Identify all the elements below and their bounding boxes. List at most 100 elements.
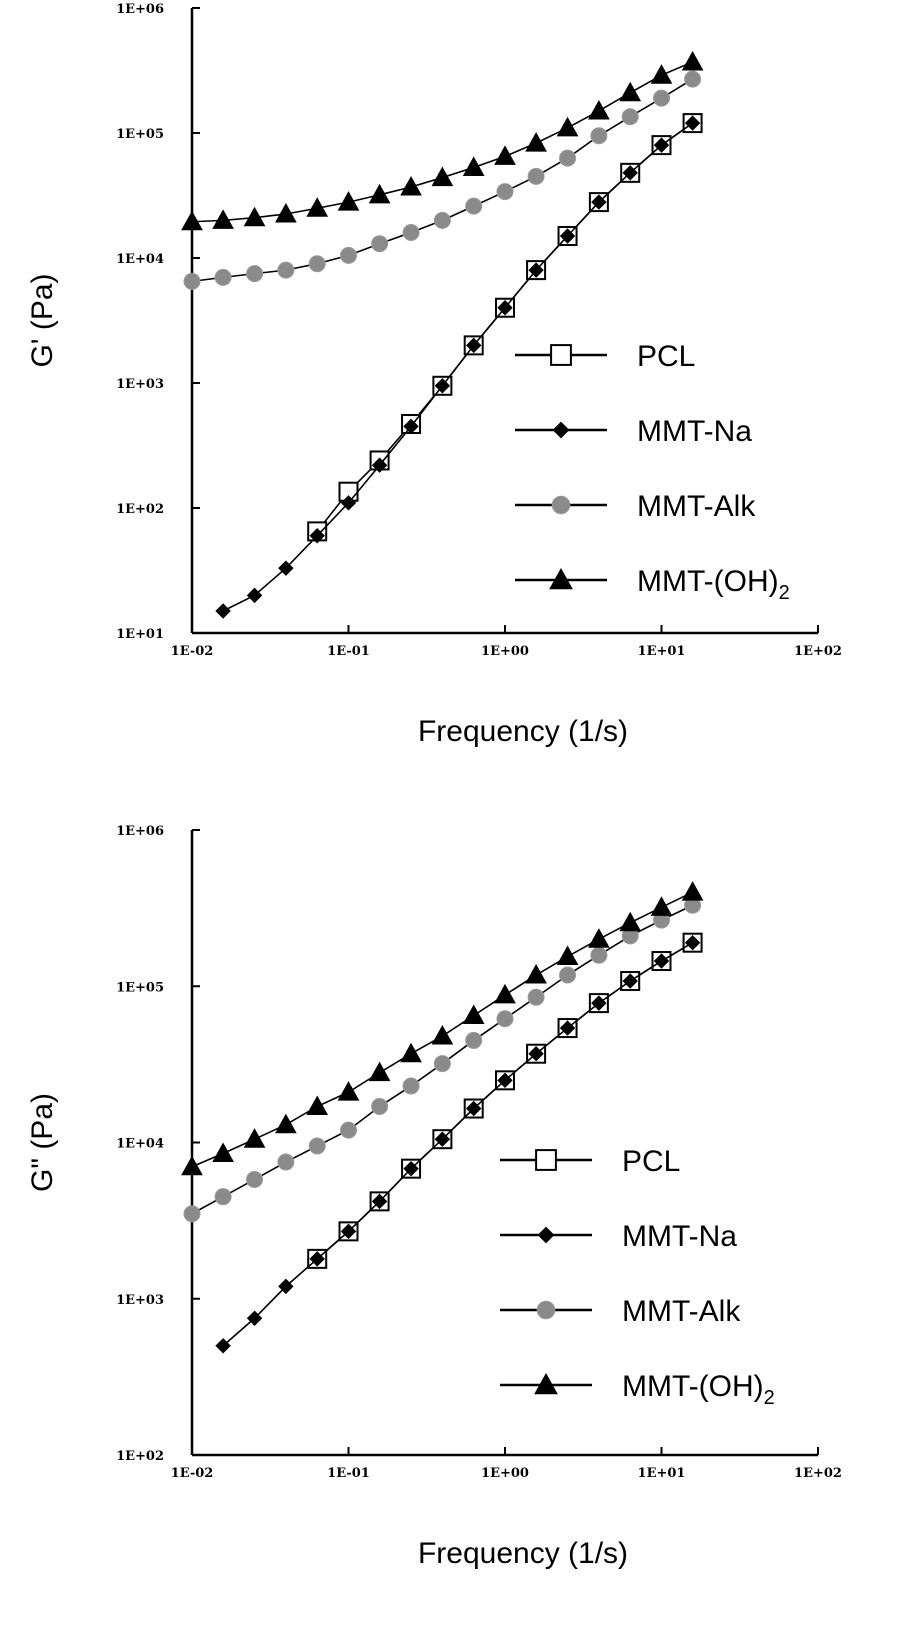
data-point [243, 1128, 266, 1148]
data-point [525, 132, 547, 152]
data-point [402, 1077, 420, 1095]
legend-marker [550, 344, 572, 366]
data-point [684, 934, 701, 951]
legend-marker [551, 495, 571, 515]
data-point [653, 137, 670, 153]
data-point [308, 255, 326, 273]
legend-label: MMT-Alk [622, 1295, 741, 1328]
legend-marker [537, 1226, 555, 1244]
x-tick-label: 1E-02 [171, 1466, 214, 1481]
data-point [527, 988, 545, 1006]
data-point [496, 183, 514, 201]
data-point [214, 1188, 232, 1206]
data-point [528, 1046, 544, 1062]
data-point [340, 1223, 357, 1240]
series-open-square [307, 932, 703, 1269]
data-point [431, 1025, 454, 1045]
x-tick-label: 1E+00 [481, 1466, 529, 1481]
x-axis-title: Frequency (1/s) [418, 715, 628, 748]
data-point [496, 1010, 514, 1028]
data-point [337, 191, 360, 211]
y-axis-title: G" (Pa) [26, 1093, 59, 1192]
legend-marker [534, 1372, 558, 1395]
data-point [215, 603, 231, 619]
series-line [222, 122, 694, 612]
data-point [527, 167, 545, 185]
data-point [434, 378, 451, 394]
legend-marker [552, 421, 570, 439]
x-tick-label: 1E+00 [481, 644, 529, 659]
data-point [246, 1170, 264, 1188]
y-tick-label: 1E+05 [116, 980, 164, 995]
data-point [371, 457, 388, 473]
data-point [653, 953, 670, 969]
x-tick-label: 1E-01 [327, 1466, 370, 1481]
data-point [306, 197, 329, 217]
data-point [371, 235, 389, 253]
data-point [246, 1310, 263, 1326]
data-point [650, 64, 673, 84]
data-point [684, 70, 702, 88]
data-point [246, 587, 263, 604]
data-point [591, 194, 607, 210]
data-point [559, 966, 577, 984]
data-point [559, 149, 577, 167]
data-point [275, 202, 297, 223]
y-tick-label: 1E+02 [116, 1449, 164, 1464]
legend-label: PCL [637, 340, 695, 373]
data-point [619, 81, 642, 102]
data-point [590, 946, 608, 964]
data-point [340, 495, 357, 511]
series-filled-triangle [181, 881, 704, 1176]
y-axis-title: G' (Pa) [26, 273, 59, 367]
data-point [400, 175, 422, 196]
data-point [433, 1055, 451, 1073]
legend-label: MMT-Na [622, 1220, 737, 1253]
y-tick-label: 1E+04 [116, 1137, 164, 1152]
data-point [212, 209, 234, 229]
data-point [246, 265, 264, 283]
data-point [371, 1097, 389, 1115]
data-point [621, 108, 639, 126]
x-axis-title: Frequency (1/s) [418, 1537, 628, 1570]
data-point [590, 127, 608, 145]
data-point [497, 300, 513, 316]
y-tick-label: 1E+06 [116, 2, 164, 17]
legend-label: MMT-Alk [637, 490, 756, 523]
data-point [214, 268, 232, 286]
data-point [559, 228, 576, 244]
data-point [681, 50, 704, 71]
y-tick-label: 1E+05 [116, 127, 164, 142]
data-point [433, 211, 451, 229]
legend-entry: MMT-Alk [500, 1295, 741, 1328]
data-point [215, 1338, 231, 1354]
data-point [653, 89, 670, 107]
legend-label: MMT-(OH)2 [637, 565, 790, 604]
data-point [243, 206, 266, 227]
data-point [277, 1153, 295, 1171]
data-point [183, 272, 201, 290]
data-point [465, 197, 483, 215]
data-point [181, 210, 203, 231]
legend-entry: PCL [500, 1145, 680, 1178]
legend-label: MMT-Na [637, 415, 752, 448]
series-filled-circle [183, 70, 702, 290]
data-point [681, 881, 704, 901]
data-point [278, 560, 294, 576]
chart-1: 1E-02 1E-01 1E+00 1E+01 1E+02 1E+01 1E+02 1E+03… [26, 2, 842, 748]
x-tick-label: 1E-01 [327, 644, 370, 659]
legend-entry: PCL [515, 340, 695, 373]
y-tick-label: 1E+06 [116, 824, 164, 839]
y-tick-label: 1E+03 [116, 1293, 164, 1308]
data-point [588, 99, 610, 120]
data-point [368, 183, 391, 204]
x-tick-label: 1E+01 [638, 644, 686, 659]
series-open-square [307, 113, 703, 542]
data-point [588, 928, 610, 948]
data-point [306, 1095, 329, 1115]
data-point [465, 337, 482, 354]
legend-entry: MMT-Na [515, 415, 752, 448]
data-point [684, 115, 701, 131]
legend-label: MMT-(OH)2 [622, 1370, 775, 1409]
